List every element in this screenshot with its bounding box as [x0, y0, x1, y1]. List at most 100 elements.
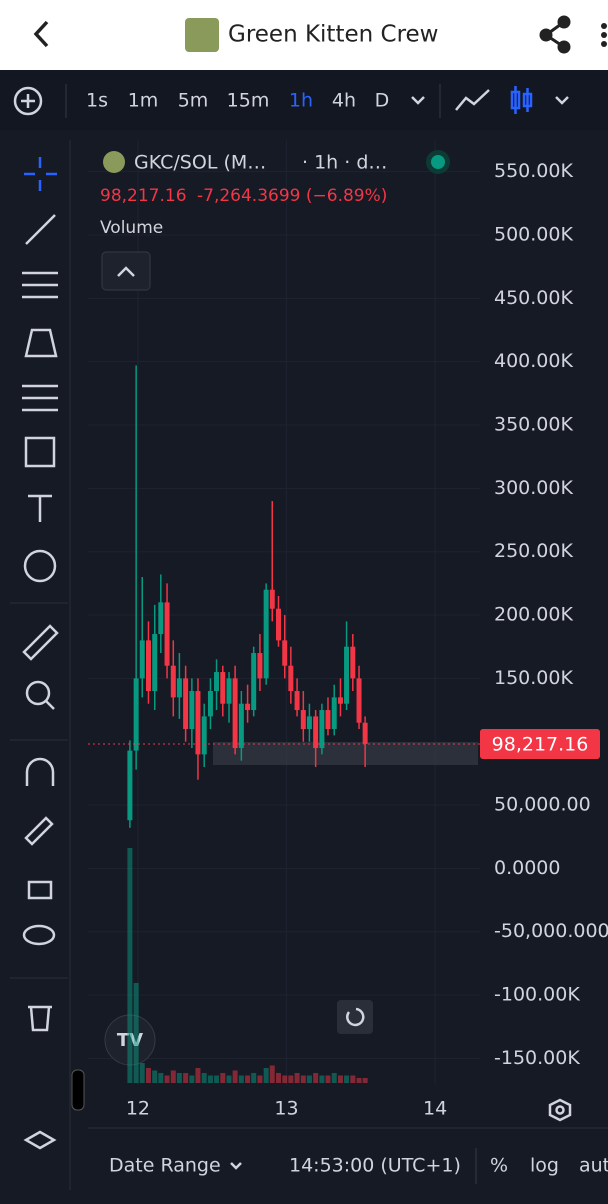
reset-button[interactable]: [337, 1000, 373, 1034]
collapse-legend-button[interactable]: [101, 251, 151, 291]
volume-bar: [263, 1068, 269, 1083]
collapse-handle[interactable]: [71, 1069, 85, 1111]
candle-body: [220, 672, 226, 704]
volume-bar: [232, 1070, 238, 1083]
icon-tool[interactable]: [23, 549, 57, 583]
auto-button[interactable]: aut: [579, 1155, 608, 1177]
chart-type-dropdown[interactable]: [555, 96, 569, 105]
delete-tool[interactable]: [28, 1005, 52, 1032]
date-range-button[interactable]: Date Range: [109, 1155, 221, 1177]
volume-bar: [207, 1075, 213, 1083]
candle-body: [201, 716, 207, 755]
interval-button[interactable]: 1m: [128, 90, 159, 112]
candle-body: [288, 665, 294, 692]
interval-button[interactable]: 15m: [227, 90, 270, 112]
volume-bar: [158, 1073, 164, 1083]
volume-bar: [269, 1065, 275, 1083]
interval-dropdown[interactable]: [411, 96, 425, 105]
volume-bar: [214, 1075, 220, 1083]
last-price-tag: [480, 728, 600, 759]
clock: 14:53:00 (UTC+1): [289, 1155, 461, 1177]
volume-bar: [238, 1075, 244, 1083]
measure-tool[interactable]: [22, 624, 59, 661]
symbol-name: GKC/SOL (M…: [134, 152, 266, 174]
volume-bar: [350, 1075, 356, 1083]
shape-tool[interactable]: [24, 436, 56, 468]
candle-body: [226, 678, 232, 704]
y-tick-label: 350.00K: [494, 414, 573, 436]
candle-body: [263, 589, 269, 679]
percent-button[interactable]: %: [490, 1155, 508, 1177]
volume-bar: [313, 1073, 319, 1083]
crosshair-tool[interactable]: [24, 157, 57, 191]
interval-button[interactable]: 1s: [86, 90, 108, 112]
settings-button[interactable]: [548, 1098, 572, 1122]
text-tool[interactable]: [28, 494, 52, 522]
visibility-tool[interactable]: [22, 924, 56, 946]
unlock-tool[interactable]: [27, 880, 53, 900]
volume-bar: [220, 1073, 226, 1083]
interval-button[interactable]: 5m: [178, 90, 209, 112]
zoom-tool[interactable]: [25, 680, 55, 710]
interval-button[interactable]: 4h: [332, 90, 356, 112]
share-button[interactable]: [539, 15, 571, 54]
candle-body: [356, 678, 362, 723]
volume-bar: [189, 1075, 195, 1083]
volume-bar: [176, 1073, 182, 1083]
last-price-label: 98,217.16: [492, 733, 589, 755]
volume-bar: [145, 1068, 151, 1083]
pattern-tool[interactable]: [24, 328, 58, 358]
y-tick-label: 400.00K: [494, 350, 573, 372]
magnet-tool[interactable]: [25, 757, 55, 786]
y-tick-label: -50,000.000: [494, 920, 608, 942]
volume-bar: [152, 1070, 158, 1083]
legend-change: -7,264.3699 (−6.89%): [197, 186, 387, 206]
date-range-arrow: [230, 1162, 242, 1170]
menu-button[interactable]: [601, 23, 607, 47]
y-tick-label: 200.00K: [494, 604, 573, 626]
candle-body: [362, 722, 368, 744]
candle-body: [189, 691, 195, 730]
x-tick-label: 12: [126, 1098, 150, 1120]
volume-bar: [288, 1075, 294, 1083]
candle-body: [207, 691, 213, 717]
log-button[interactable]: log: [530, 1155, 559, 1177]
prediction-tool[interactable]: [22, 384, 58, 412]
candle-body: [152, 634, 158, 692]
back-button[interactable]: [33, 20, 49, 48]
y-tick-label: 450.00K: [494, 287, 573, 309]
candle-body: [319, 710, 325, 749]
candle-body: [325, 710, 331, 730]
volume-bar: [251, 1073, 257, 1083]
candle-body: [350, 646, 356, 679]
interval-button[interactable]: 1h: [289, 90, 313, 112]
candle-body: [145, 640, 151, 692]
volume-bar: [257, 1075, 263, 1083]
volume-bar: [276, 1073, 282, 1083]
candle-body: [195, 691, 201, 755]
lock-drawings[interactable]: [24, 816, 54, 846]
volume-bar: [306, 1075, 312, 1083]
volume-bar: [300, 1075, 306, 1083]
line-chart-button[interactable]: [455, 89, 490, 111]
candle-chart-button[interactable]: [510, 86, 533, 114]
interval-button[interactable]: D: [375, 90, 390, 112]
volume-bar: [337, 1075, 343, 1083]
x-tick-label: 13: [274, 1098, 298, 1120]
volume-bar: [226, 1075, 232, 1083]
layers-button[interactable]: [23, 1130, 57, 1150]
volume-bar: [164, 1075, 170, 1083]
y-tick-label: 150.00K: [494, 667, 573, 689]
volume-bar: [139, 1063, 145, 1083]
volume-bar: [356, 1078, 362, 1083]
add-symbol-button[interactable]: [13, 86, 43, 116]
volume-bar: [170, 1070, 176, 1083]
candle-body: [164, 602, 170, 666]
volume-bar: [362, 1078, 368, 1083]
fib-tool[interactable]: [22, 271, 58, 299]
trend-line-tool[interactable]: [25, 214, 56, 245]
candle-body: [158, 602, 164, 635]
volume-bar: [201, 1073, 207, 1083]
candle-body: [269, 589, 275, 609]
